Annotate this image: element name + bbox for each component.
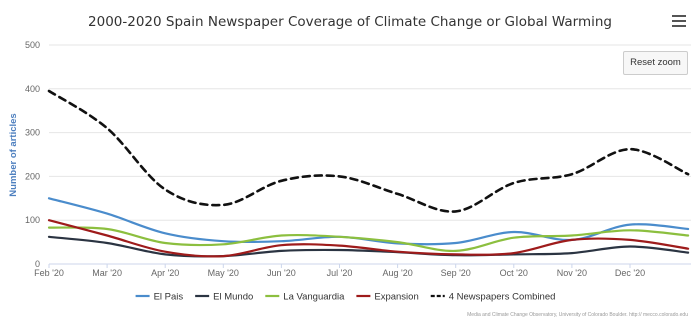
legend-label: Expansion (374, 292, 418, 303)
x-axis-ticks: Feb '20 Mar '20 Apr '20 May '20 Jun '20 Jul '… (34, 263, 691, 278)
x-tick-label: Nov '20 (557, 268, 587, 278)
series-lines (47, 89, 690, 258)
legend-label: La Vanguardia (283, 292, 345, 303)
series-line-4-newspapers-combined[interactable] (47, 89, 690, 213)
legend: El Pais El Mundo La Vanguardia Expansion 4 N… (135, 292, 556, 303)
menu-bar (672, 25, 686, 27)
legend-item-el-pais[interactable]: El Pais (135, 292, 184, 303)
menu-bar (672, 15, 686, 17)
hamburger-menu-icon[interactable] (672, 15, 686, 27)
x-tick-label: Jun '20 (267, 268, 296, 278)
x-tick-label: Sep '20 (441, 268, 471, 278)
y-axis-ticks: 0 100 200 300 400 500 (25, 40, 40, 269)
y-tick-label: 0 (35, 259, 40, 269)
chart-title: 2000-2020 Spain Newspaper Coverage of Cl… (88, 14, 612, 30)
y-tick-label: 100 (25, 215, 40, 225)
y-tick-label: 500 (25, 40, 40, 50)
y-tick-label: 200 (25, 171, 40, 181)
legend-label: 4 Newspapers Combined (449, 292, 556, 303)
grid (49, 44, 691, 265)
y-tick-label: 300 (25, 128, 40, 138)
y-axis-label: Number of articles (8, 113, 19, 196)
x-tick-label: Oct '20 (500, 268, 528, 278)
series-line-la-vanguardia[interactable] (47, 226, 690, 253)
legend-label: El Mundo (213, 292, 253, 303)
x-tick-label: Apr '20 (151, 268, 179, 278)
x-tick-label: Aug '20 (382, 268, 412, 278)
series-line-expansion[interactable] (47, 219, 690, 258)
legend-item-la-vanguardia[interactable]: La Vanguardia (265, 292, 345, 303)
legend-item-el-mundo[interactable]: El Mundo (195, 292, 253, 303)
credit-text: Media and Climate Change Observatory, Un… (467, 312, 688, 318)
series-line-el-mundo[interactable] (47, 235, 690, 258)
reset-zoom-button[interactable]: Reset zoom (623, 51, 688, 75)
x-tick-label: Jul '20 (327, 268, 353, 278)
x-tick-label: Dec '20 (615, 268, 645, 278)
legend-item-4-newspapers-combined[interactable]: 4 Newspapers Combined (430, 292, 556, 303)
x-tick-label: May '20 (208, 268, 239, 278)
x-tick-label: Feb '20 (34, 268, 64, 278)
x-tick-label: Mar '20 (92, 268, 122, 278)
menu-bar (672, 20, 686, 22)
y-tick-label: 400 (25, 84, 40, 94)
legend-label: El Pais (154, 292, 184, 303)
legend-item-expansion[interactable]: Expansion (356, 292, 419, 303)
